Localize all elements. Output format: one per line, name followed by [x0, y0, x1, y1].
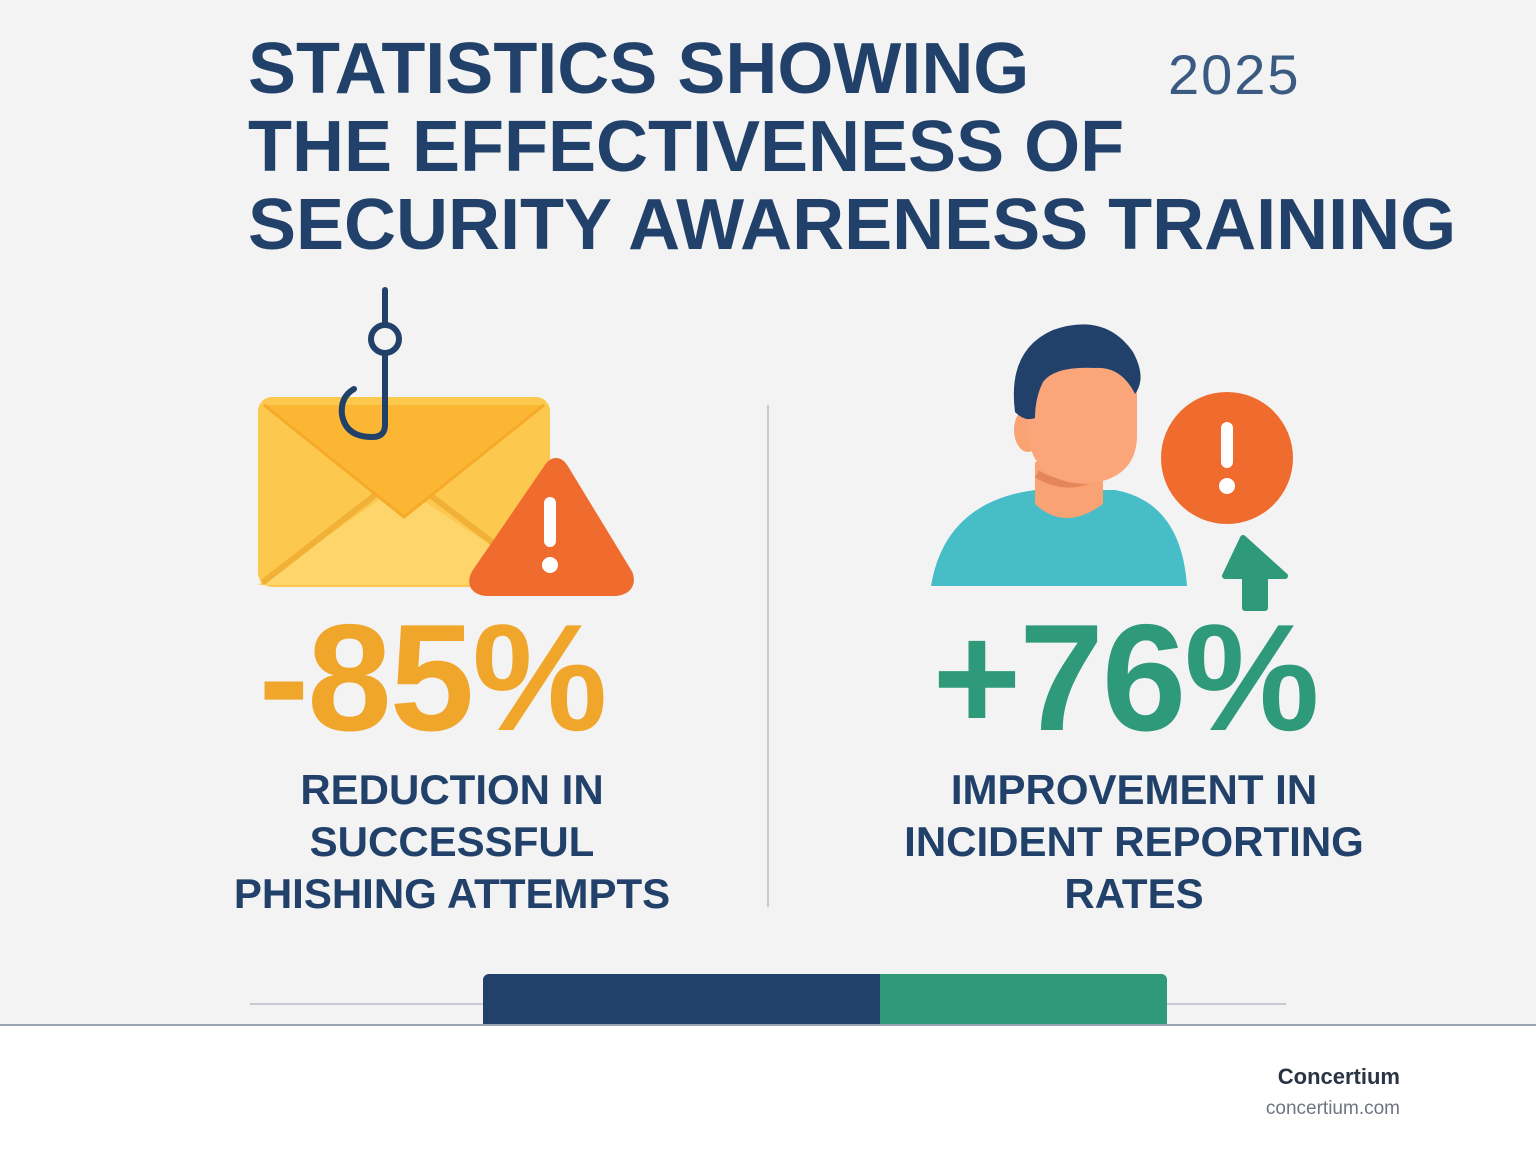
title-line-3: SECURITY AWARENESS TRAINING	[248, 185, 1457, 265]
reporting-improvement-description: IMPROVEMENT IN INCIDENT REPORTING RATES	[880, 764, 1388, 920]
reporting-improvement-value: +76%	[932, 593, 1320, 763]
description-line: RATES	[1064, 870, 1204, 917]
phishing-email-icon	[258, 287, 634, 596]
progress-bar	[483, 974, 1167, 1026]
footer	[0, 1024, 1536, 1156]
year-label: 2025	[1168, 43, 1301, 106]
phishing-reduction-description: REDUCTION IN SUCCESSFUL PHISHING ATTEMPT…	[210, 764, 694, 920]
page-title: STATISTICS SHOWING THE EFFECTIVENESS OF …	[248, 30, 1488, 264]
description-line: IMPROVEMENT IN	[950, 766, 1318, 813]
progress-bar-green-segment	[879, 974, 1167, 1026]
person-alert-icon	[931, 324, 1293, 611]
brand-name: Concertium	[1277, 1064, 1400, 1089]
brand-domain: concertium.com	[1265, 1098, 1400, 1119]
description-line: REDUCTION IN	[300, 766, 604, 813]
phishing-reduction-value: -85%	[258, 593, 608, 763]
description-line: INCIDENT REPORTING	[904, 818, 1364, 865]
description-line: SUCCESSFUL	[309, 818, 595, 865]
title-line-1: STATISTICS SHOWING	[248, 29, 1030, 109]
description-line: PHISHING ATTEMPTS	[233, 870, 671, 917]
section-divider	[767, 405, 769, 907]
title-line-2: THE EFFECTIVENESS OF	[248, 107, 1125, 187]
